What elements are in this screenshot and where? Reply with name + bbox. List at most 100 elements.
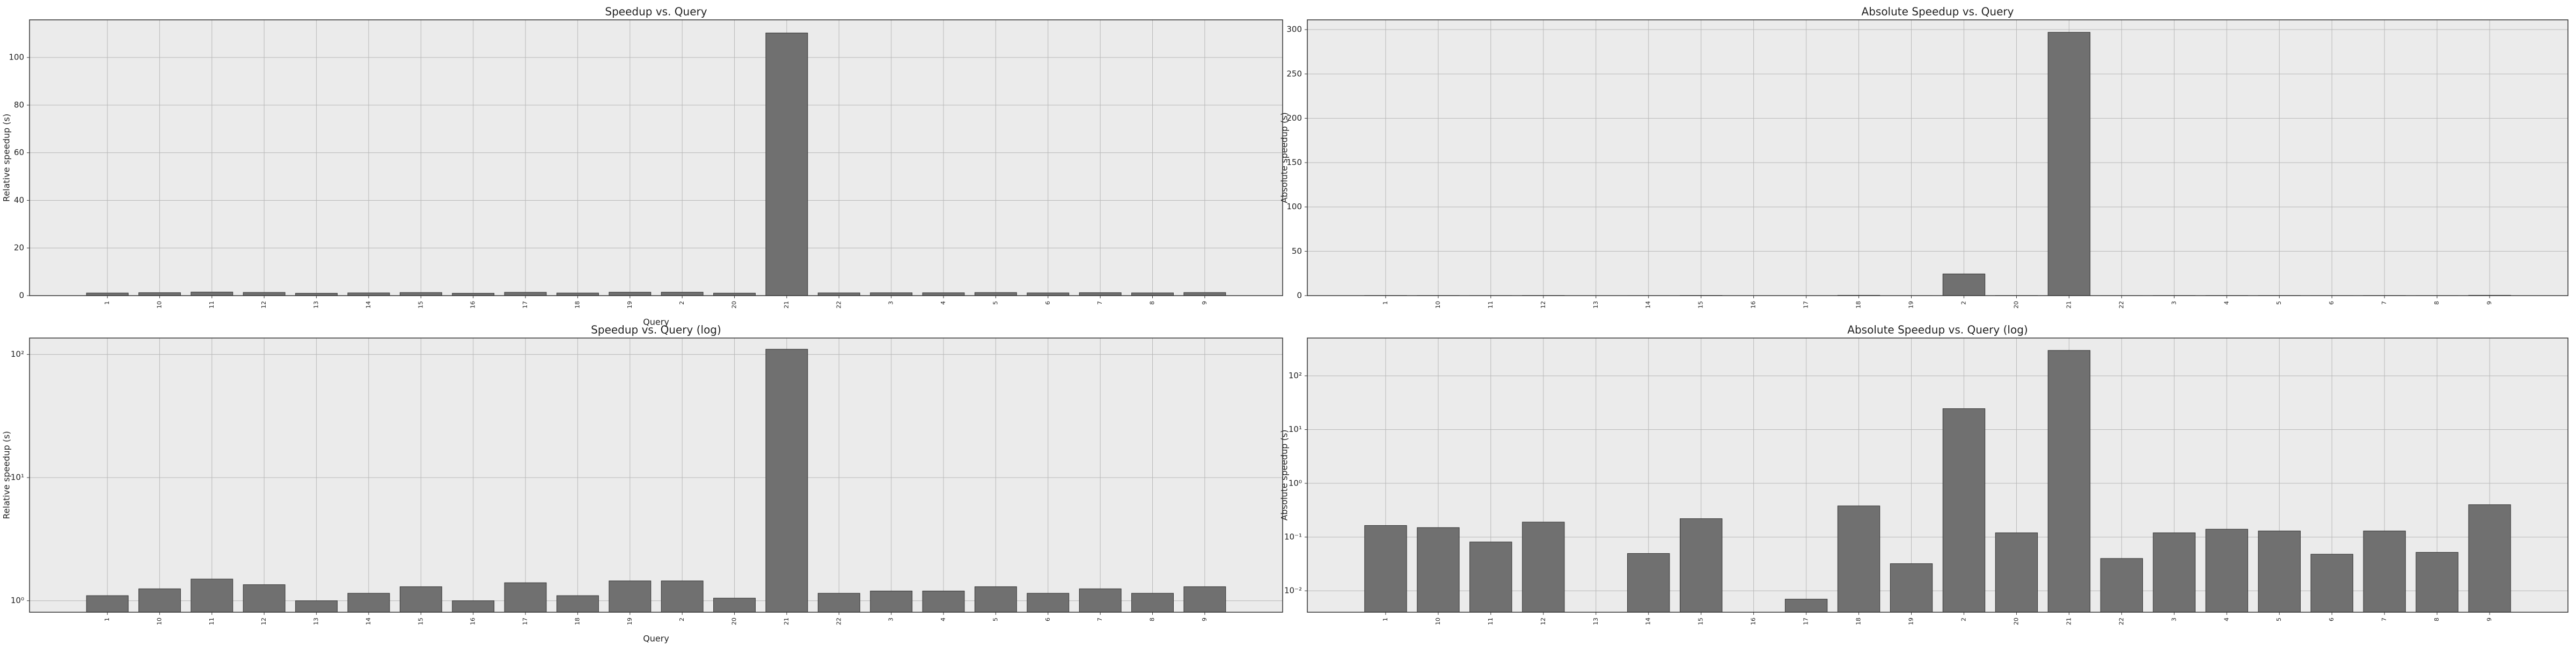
- y-axis-label: Relative speedup (s): [2, 114, 12, 202]
- x-tick-label: 10: [1435, 618, 1441, 625]
- x-tick-label: 11: [1487, 301, 1494, 309]
- y-tick-label: 0: [19, 291, 24, 300]
- x-tick-label: 7: [2381, 618, 2388, 621]
- x-tick-label: 14: [1645, 618, 1652, 625]
- bar: [2153, 533, 2195, 612]
- x-tick-label: 20: [2012, 618, 2019, 625]
- y-tick-label: 300: [1286, 25, 1302, 34]
- bar: [1995, 533, 2037, 612]
- y-tick-label: 80: [14, 100, 24, 109]
- bar: [504, 583, 546, 612]
- x-tick-label: 19: [1908, 618, 1915, 625]
- x-tick-label: 7: [1096, 618, 1103, 621]
- x-tick-label: 8: [2433, 301, 2440, 305]
- bar: [1417, 527, 1459, 612]
- x-tick-label: 3: [888, 618, 895, 621]
- x-tick-label: 16: [470, 301, 477, 309]
- bar: [609, 581, 651, 612]
- bar: [2258, 531, 2300, 612]
- x-tick-label: 15: [417, 618, 424, 625]
- bar: [1943, 409, 1985, 612]
- bar: [1680, 519, 1722, 612]
- x-tick-label: 3: [888, 301, 895, 305]
- x-tick-label: 19: [626, 301, 633, 309]
- x-tick-label: 2: [678, 301, 685, 305]
- x-tick-label: 15: [417, 301, 424, 309]
- bar: [661, 581, 703, 612]
- y-tick-label: 10²: [11, 349, 24, 359]
- x-tick-label: 11: [208, 618, 215, 625]
- x-tick-label: 12: [1540, 618, 1547, 625]
- x-tick-label: 8: [1149, 301, 1156, 305]
- bar: [1838, 506, 1879, 612]
- bar: [766, 349, 808, 612]
- x-tick-label: 4: [2223, 301, 2230, 305]
- x-tick-label: 9: [1201, 301, 1208, 305]
- x-tick-label: 7: [2381, 301, 2388, 305]
- x-tick-label: 6: [2328, 618, 2335, 621]
- bar: [1785, 599, 1827, 612]
- x-tick-label: 18: [1855, 301, 1862, 309]
- x-tick-label: 22: [2118, 301, 2125, 309]
- x-tick-label: 5: [992, 301, 999, 305]
- x-tick-label: 4: [940, 618, 947, 621]
- x-tick-label: 4: [940, 301, 947, 305]
- bar: [191, 579, 233, 612]
- x-tick-label: 13: [313, 618, 320, 625]
- x-tick-label: 1: [104, 618, 111, 621]
- x-tick-label: 12: [260, 301, 267, 309]
- bar: [1470, 542, 1512, 612]
- x-tick-label: 19: [1908, 301, 1915, 309]
- plot-background: [1307, 20, 2568, 296]
- x-tick-label: 21: [2065, 618, 2072, 625]
- x-tick-label: 18: [1855, 618, 1862, 625]
- plot-background: [30, 20, 1283, 296]
- x-tick-label: 2: [1960, 618, 1967, 621]
- x-tick-label: 6: [1044, 618, 1051, 621]
- x-tick-label: 9: [2486, 618, 2493, 621]
- x-tick-label: 22: [835, 618, 842, 625]
- y-tick-label: 100: [9, 53, 24, 62]
- x-tick-label: 14: [365, 301, 372, 309]
- chart-title: Speedup vs. Query (log): [591, 324, 721, 336]
- y-axis-label: Absolute speedup (s): [1279, 430, 1290, 521]
- bar: [1890, 564, 1932, 612]
- x-tick-label: 15: [1697, 618, 1704, 625]
- y-tick-label: 10¹: [1289, 424, 1302, 434]
- bar: [452, 601, 494, 612]
- x-tick-label: 16: [1750, 618, 1757, 625]
- bar: [400, 586, 442, 612]
- x-tick-label: 16: [1750, 301, 1757, 309]
- y-tick-label: 10⁰: [11, 596, 24, 605]
- bar: [1628, 554, 1670, 612]
- bar: [1365, 525, 1407, 612]
- x-tick-label: 8: [1149, 618, 1156, 621]
- y-tick-label: 10⁻²: [1284, 586, 1302, 596]
- x-tick-label: 19: [626, 618, 633, 625]
- bar: [1132, 593, 1174, 612]
- x-tick-label: 14: [365, 618, 372, 625]
- bar: [766, 33, 808, 296]
- bar: [1132, 293, 1174, 296]
- x-tick-label: 4: [2223, 618, 2230, 621]
- x-tick-label: 9: [1201, 618, 1208, 621]
- bar: [2363, 531, 2405, 612]
- x-tick-label: 10: [1435, 301, 1441, 309]
- x-tick-label: 10: [156, 301, 163, 309]
- x-tick-label: 6: [1044, 301, 1051, 305]
- bar: [818, 593, 860, 612]
- x-tick-label: 11: [208, 301, 215, 309]
- x-tick-label: 17: [522, 301, 529, 309]
- bar: [296, 601, 338, 612]
- bar: [714, 598, 756, 612]
- x-tick-label: 18: [574, 618, 581, 625]
- bar: [870, 293, 912, 296]
- x-tick-label: 1: [1382, 301, 1389, 305]
- bar: [400, 292, 442, 296]
- x-tick-label: 17: [1803, 301, 1810, 309]
- x-tick-label: 15: [1697, 301, 1704, 309]
- x-tick-label: 5: [992, 618, 999, 621]
- x-tick-label: 13: [1592, 301, 1599, 309]
- x-tick-label: 20: [731, 301, 738, 309]
- bar: [609, 292, 651, 296]
